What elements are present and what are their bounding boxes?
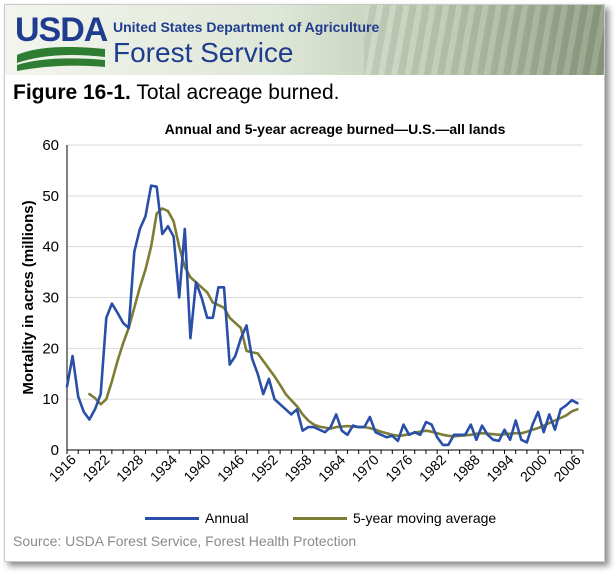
legend-item-annual: Annual <box>145 510 249 526</box>
department-name: United States Department of Agriculture <box>113 19 380 35</box>
y-tick-label-0: 0 <box>51 442 59 459</box>
y-tick-label-40: 40 <box>42 239 59 256</box>
x-tick-label-1952: 1952 <box>248 451 281 484</box>
x-tick-label-1976: 1976 <box>382 451 415 484</box>
y-tick-label-50: 50 <box>42 188 59 205</box>
usda-swoosh-icon <box>17 47 105 71</box>
y-tick-label-20: 20 <box>42 340 59 357</box>
x-tick-label-1982: 1982 <box>416 451 449 484</box>
figure-label: Figure 16-1. <box>13 81 131 104</box>
figure-caption: Total acreage burned. <box>136 81 340 104</box>
x-tick-label-1988: 1988 <box>450 451 483 484</box>
legend-label-moving-average: 5-year moving average <box>353 510 497 526</box>
usda-banner: USDA United States Department of Agricul… <box>5 5 604 75</box>
legend-item-moving-average: 5-year moving average <box>293 510 496 526</box>
x-tick-label-1946: 1946 <box>214 451 247 484</box>
x-tick-label-1994: 1994 <box>483 451 516 484</box>
x-tick-label-2000: 2000 <box>517 451 550 484</box>
x-tick-label-1934: 1934 <box>147 451 180 484</box>
x-tick-label-1958: 1958 <box>281 451 314 484</box>
legend: Annual 5-year moving average <box>5 510 604 530</box>
x-tick-label-1922: 1922 <box>79 451 112 484</box>
legend-swatch-annual <box>145 516 199 520</box>
series-moving-average-line <box>88 207 579 438</box>
agency-name: Forest Service <box>113 37 294 68</box>
series-annual-line <box>65 184 579 447</box>
x-tick-label-1964: 1964 <box>315 451 348 484</box>
legend-label-annual: Annual <box>205 510 249 526</box>
y-tick-label-10: 10 <box>42 391 59 408</box>
y-axis-label: Mortality in acres (millions) <box>20 200 37 394</box>
chart-title: Annual and 5-year acreage burned—U.S.—al… <box>164 121 506 137</box>
source-note: Source: USDA Forest Service, Forest Heal… <box>13 533 357 549</box>
x-tick-label-2006: 2006 <box>550 451 583 484</box>
usda-logo-text: USDA <box>15 11 108 49</box>
legend-swatch-moving-average <box>293 516 347 520</box>
y-tick-label-60: 60 <box>42 137 59 154</box>
x-tick-label-1928: 1928 <box>113 451 146 484</box>
x-tick-label-1940: 1940 <box>180 451 213 484</box>
y-tick-label-30: 30 <box>42 290 59 307</box>
figure-frame: USDA United States Department of Agricul… <box>4 4 605 562</box>
x-tick-label-1970: 1970 <box>349 451 382 484</box>
banner-texture <box>364 5 604 75</box>
figure-title: Figure 16-1. Total acreage burned. <box>13 81 339 105</box>
usda-logo: USDA <box>15 11 108 71</box>
